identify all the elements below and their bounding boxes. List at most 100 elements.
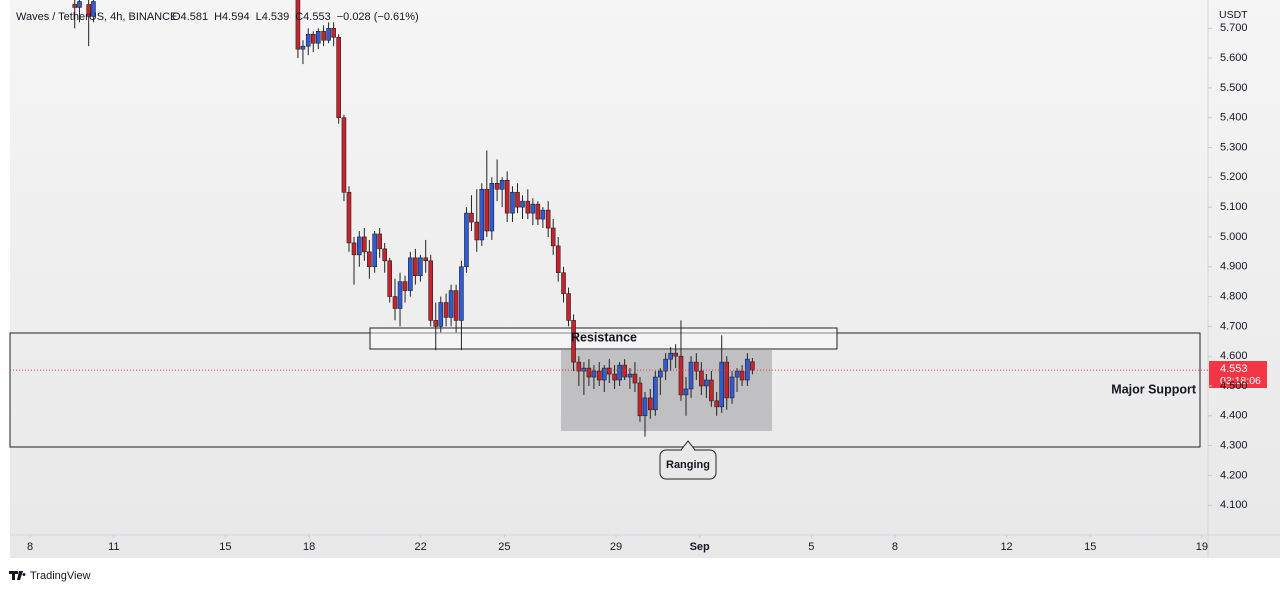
candle-body (469, 212, 474, 223)
y-tick-label: 4.600 (1220, 350, 1248, 362)
candle-body (673, 352, 678, 357)
y-tick-label: 5.700 (1220, 22, 1248, 34)
candle-body (709, 379, 714, 402)
candle-body (351, 242, 357, 256)
candle-body (520, 200, 525, 208)
candle-body (459, 266, 464, 321)
candle-body (453, 290, 459, 321)
candle-body (632, 373, 638, 384)
candle-body (734, 370, 740, 378)
x-tick-label: 5 (808, 541, 814, 553)
y-tick-label: 4.900 (1220, 261, 1248, 273)
candle-body (367, 251, 372, 268)
candle-body (617, 364, 622, 381)
ohlc-value: C4.553 (295, 11, 330, 23)
y-tick-label: 4.700 (1220, 320, 1248, 332)
y-tick-label: 4.400 (1220, 410, 1248, 422)
candle-body (357, 236, 362, 256)
y-tick-label: 5.600 (1220, 52, 1248, 64)
candle-body (494, 183, 500, 190)
x-tick-label: 12 (1000, 541, 1012, 553)
y-tick-label: 5.000 (1220, 231, 1248, 243)
y-tick-label: 5.200 (1220, 171, 1248, 183)
candle-body (362, 236, 367, 253)
x-tick-label: 18 (303, 541, 315, 553)
candle-body (540, 209, 546, 220)
candle-body (321, 30, 326, 41)
candle-body (561, 272, 566, 294)
candle-body (484, 188, 490, 232)
candle-body (647, 397, 653, 411)
x-tick-label: 29 (610, 541, 622, 553)
candle-body (504, 180, 510, 214)
candle-body (550, 227, 556, 247)
x-tick-label: 8 (27, 541, 33, 553)
candle-body (392, 296, 398, 309)
y-tick-label: 4.100 (1220, 499, 1248, 511)
candle-body (530, 203, 536, 214)
x-tick-label: 11 (108, 541, 119, 553)
x-tick-label: 15 (219, 541, 231, 553)
candle-body (683, 388, 689, 396)
countdown-label: 03:18:06 (1220, 375, 1261, 387)
candle-body (387, 260, 393, 297)
candle-body (591, 370, 597, 378)
candle-body (510, 191, 515, 214)
y-tick-label: 4.500 (1220, 380, 1248, 392)
candle-body (479, 188, 485, 241)
currency-label: USDT (1219, 9, 1248, 21)
y-tick-label: 4.200 (1220, 469, 1248, 481)
candle-body (601, 367, 607, 381)
candle-body (658, 370, 663, 378)
candle-body (443, 302, 449, 318)
y-tick-label: 5.500 (1220, 82, 1248, 94)
x-tick-label: 19 (1196, 541, 1208, 553)
candle-body (448, 290, 454, 318)
ohlc-value: O4.581 (172, 11, 208, 23)
candle-body (326, 28, 331, 41)
candle-body (525, 200, 531, 214)
candle-body (750, 361, 755, 371)
y-tick-label: 4.800 (1220, 290, 1248, 302)
candle-body (300, 45, 306, 50)
candle-body (489, 183, 495, 232)
candle-body (668, 352, 673, 360)
x-tick-label: 15 (1084, 541, 1096, 553)
candle-body (678, 355, 684, 396)
candle-body (663, 358, 668, 372)
candle-body (77, 1, 82, 8)
ohlc-value: H4.594 (214, 11, 249, 23)
candle-body (474, 221, 480, 241)
candle-body (606, 367, 612, 375)
x-tick-label: 25 (498, 541, 510, 553)
candle-body (346, 191, 352, 244)
candle-body (739, 370, 745, 381)
candle-body (637, 382, 643, 417)
candle-body (402, 281, 408, 291)
candle-body (397, 281, 403, 309)
candles (72, 0, 755, 437)
candle-body (408, 257, 413, 291)
resistance-zone (369, 327, 838, 350)
ohlc-value: −0.028 (−0.61%) (337, 11, 419, 23)
candle-body (515, 191, 520, 208)
candle-body (653, 376, 658, 411)
x-tick-label: Sep (690, 541, 710, 553)
candle-body (745, 358, 750, 381)
candle-body (305, 33, 311, 47)
resistance-label: Resistance (571, 330, 637, 344)
candle-body (382, 248, 387, 262)
candle-body (428, 260, 434, 321)
candle-body (499, 180, 505, 190)
symbol-title: Waves / TetherUS, 4h, BINANCE (16, 11, 177, 23)
candle-body (566, 293, 571, 321)
candle-body (586, 367, 592, 378)
candle-body (571, 320, 576, 363)
candle-body (315, 30, 321, 44)
candle-body (413, 257, 418, 276)
brand-logo (9, 571, 26, 580)
candle-body (535, 203, 541, 220)
y-tick-label: 4.300 (1220, 439, 1248, 451)
candle-body (596, 370, 602, 381)
